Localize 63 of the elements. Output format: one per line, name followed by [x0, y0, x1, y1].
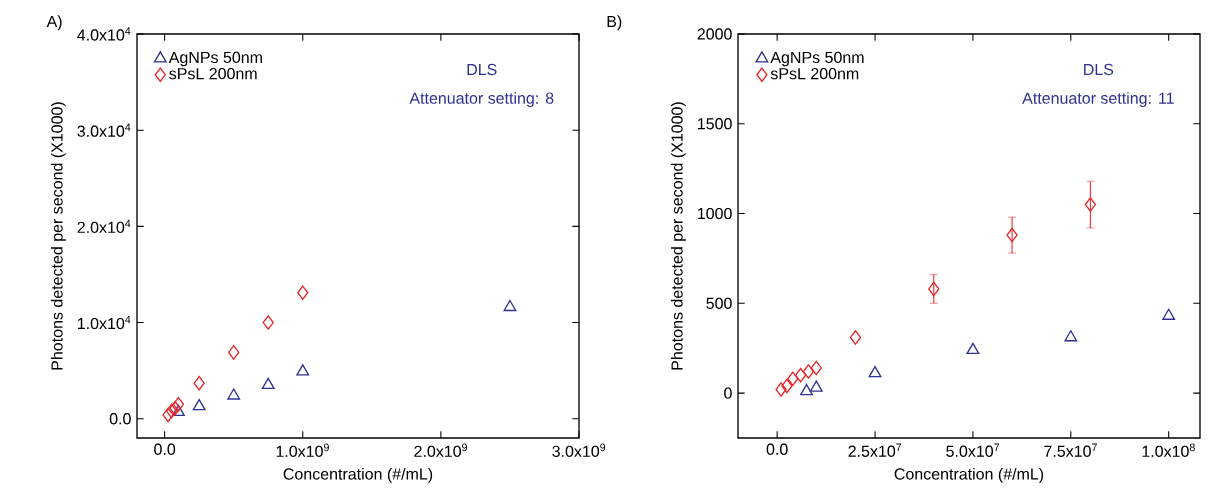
- point: [162, 407, 174, 423]
- x-tick-label: 2.5x10$^{7}$: [848, 443, 902, 457]
- point: [966, 342, 980, 354]
- point: [296, 364, 310, 376]
- x-tick-label: 3.0x10$^{9}$: [552, 443, 606, 457]
- point: [809, 380, 823, 392]
- y-axis-title: Photons detected per second (X1000): [670, 102, 686, 370]
- point: [193, 375, 205, 391]
- point: [800, 383, 813, 396]
- point: [1006, 227, 1018, 243]
- x-tick-label: 1.0x10$^{8}$: [1142, 443, 1195, 457]
- point: [227, 388, 241, 400]
- annotation: DLS: [467, 63, 497, 76]
- point: [503, 299, 517, 312]
- y-tick-label: 2000: [697, 28, 732, 40]
- point: [172, 404, 185, 416]
- point: [165, 403, 178, 419]
- point: [1162, 308, 1176, 320]
- x-tick-label: 1.0x10$^{9}$: [276, 443, 329, 457]
- point: [787, 371, 799, 386]
- point: [1064, 330, 1078, 342]
- y-tick-label: 500: [706, 297, 732, 309]
- point: [802, 364, 815, 379]
- point: [228, 344, 240, 360]
- point: [868, 365, 882, 378]
- x-tick-label: 0.0: [154, 443, 176, 455]
- point: [1084, 197, 1097, 212]
- point: [794, 367, 807, 383]
- x-tick-label: 0.0: [766, 443, 788, 455]
- point: [172, 396, 185, 412]
- point: [262, 315, 274, 330]
- point: [169, 400, 181, 416]
- chart-title: A): [46, 15, 62, 31]
- point: [781, 378, 793, 394]
- x-tick-label: 2.0x10$^{9}$: [414, 443, 468, 457]
- chart-title: B): [607, 15, 622, 31]
- y-tick-label: 2.0x10$^{4}$: [77, 219, 131, 233]
- y-axis-title: Photons detected per second (X1000): [50, 102, 66, 370]
- point: [849, 330, 862, 345]
- annotation: Attenuator setting: 8: [409, 92, 554, 107]
- y-tick-label: 1000: [698, 207, 732, 220]
- y-tick-label: 4.0x10$^{4}$: [77, 27, 131, 41]
- y-tick-label: 3.0x10$^{4}$: [77, 123, 131, 137]
- point: [810, 360, 822, 376]
- annotation: DLS: [1084, 63, 1114, 76]
- annotation: Attenuator setting: 11: [1022, 92, 1174, 107]
- legend-label: AgNPs 50nm: [168, 51, 262, 67]
- y-tick-label: 0: [724, 387, 732, 399]
- point: [297, 285, 309, 301]
- point: [775, 382, 787, 397]
- legend-label: sPsL 200nm: [169, 67, 257, 80]
- x-tick-label: 5.0x10$^{7}$: [946, 443, 1000, 457]
- legend-label: AgNPs 50nm: [770, 51, 864, 67]
- x-axis-title: Concentration (#/mL): [283, 467, 433, 483]
- point: [192, 398, 206, 411]
- y-tick-label: 1500: [698, 118, 732, 130]
- legend-label: sPsL 200nm: [770, 67, 859, 80]
- point: [261, 377, 275, 390]
- y-tick-label: 1.0x10$^{4}$: [77, 315, 131, 330]
- x-axis-title: Concentration (#/mL): [894, 467, 1044, 483]
- x-tick-label: 7.5x10$^{7}$: [1044, 443, 1097, 457]
- y-tick-label: 0.0: [109, 413, 131, 425]
- point: [928, 281, 940, 297]
